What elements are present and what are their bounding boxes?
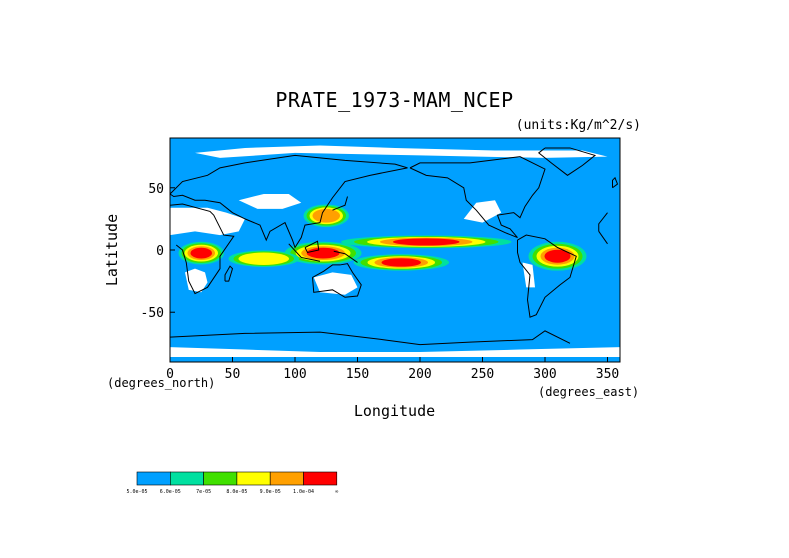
- coastline: [224, 265, 234, 282]
- units-label: (units:Kg/m^2/s): [515, 118, 641, 133]
- x-tick-label: 350: [596, 367, 619, 382]
- x-axis-label: Longitude: [353, 402, 436, 420]
- axes-layer: 0 50 100 150 200 250 300 350 50 0 -50: [141, 137, 621, 382]
- no-data-region: [463, 200, 502, 223]
- precip-band: [312, 208, 340, 223]
- x-tick-label: 50: [225, 367, 241, 382]
- coastline: [304, 240, 320, 254]
- no-data-region: [195, 145, 608, 158]
- legend-label: ∞: [335, 489, 338, 495]
- y-tick-label: 0: [156, 244, 164, 259]
- precip-band: [381, 258, 421, 267]
- color-legend: 5.0e-05 6.0e-05 7e-05 8.0e-05 9.0e-05 1.0e-04…: [126, 471, 338, 495]
- coastline: [598, 212, 608, 232]
- x-tick-label: 250: [471, 367, 494, 382]
- legend-label: 6.0e-05: [160, 489, 181, 495]
- legend-swatch: [136, 471, 171, 486]
- legend-label: 8.0e-05: [226, 489, 247, 495]
- x-units-left: (degrees_north): [107, 376, 216, 390]
- legend-swatch: [269, 471, 304, 486]
- legend-label: 5.0e-05: [126, 489, 147, 495]
- coastline: [517, 234, 577, 318]
- chart-title: PRATE_1973-MAM_NCEP: [275, 88, 514, 112]
- x-tick-label: 0: [166, 367, 174, 382]
- precip-band: [306, 247, 340, 259]
- x-units-right: (degrees_east): [538, 385, 640, 399]
- legend-label: 7e-05: [196, 489, 211, 495]
- y-tick-label: 50: [148, 182, 164, 197]
- coastline: [288, 243, 321, 262]
- y-tick-label: -50: [141, 306, 164, 321]
- no-data-region: [170, 207, 245, 236]
- legend-swatch: [303, 471, 338, 486]
- legend-swatch: [170, 471, 204, 486]
- no-data-region: [313, 272, 358, 295]
- x-tick-label: 100: [283, 367, 306, 382]
- no-data-region: [170, 347, 620, 358]
- precip-band: [393, 238, 460, 246]
- legend-swatch: [236, 471, 271, 486]
- no-data-region: [185, 268, 208, 293]
- coastline: [537, 147, 597, 176]
- coastline: [312, 263, 362, 298]
- coastline: [333, 250, 358, 263]
- coastline: [598, 231, 608, 245]
- legend-label: 1.0e-04: [293, 489, 314, 495]
- x-tick-label: 200: [408, 367, 431, 382]
- map-layer: [169, 138, 620, 362]
- coastline: [332, 196, 348, 211]
- coastline: [612, 176, 619, 189]
- x-tick-label: 300: [533, 367, 556, 382]
- legend-label: 9.0e-05: [260, 489, 281, 495]
- coastline: [169, 203, 235, 295]
- coastline: [169, 330, 571, 346]
- precip-band: [238, 252, 289, 265]
- coastline: [169, 154, 408, 249]
- x-tick-label: 150: [346, 367, 369, 382]
- precip-band: [190, 247, 212, 259]
- precip-band: [544, 249, 571, 263]
- coastline: [409, 156, 546, 239]
- legend-swatch: [203, 471, 238, 486]
- no-data-region: [238, 194, 302, 209]
